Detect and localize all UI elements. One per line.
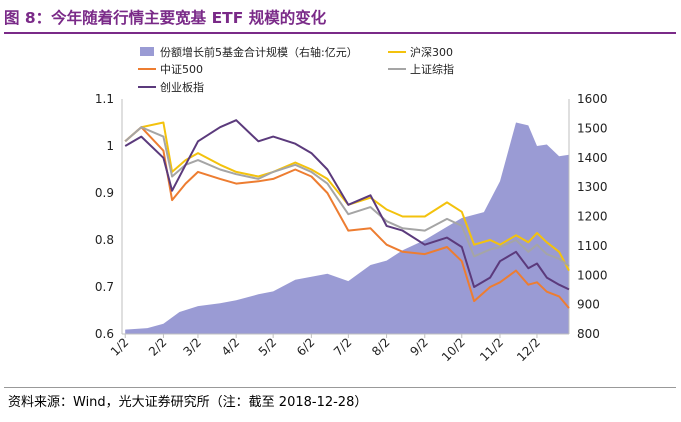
figure-title: 图 8：今年随着行情主要宽基 ETF 规模的变化: [4, 9, 327, 27]
x-tick-label: 10/2: [439, 335, 468, 364]
legend-label-1: 沪深300: [410, 45, 453, 59]
lines-layer: [124, 119, 570, 309]
x-tick-label: 2/2: [146, 335, 170, 359]
x-tick-label: 4/2: [219, 335, 243, 359]
source-divider: [4, 387, 676, 388]
left-tick-label: 0.9: [95, 186, 114, 200]
right-tick-label: 900: [577, 298, 600, 312]
right-tick-label: 1600: [577, 92, 608, 106]
right-tick-label: 1200: [577, 210, 608, 224]
x-tick-label: 12/2: [514, 335, 543, 364]
legend-swatch-0: [140, 47, 154, 56]
source-note: 资料来源：Wind，光大证券研究所（注：截至 2018-12-28）: [8, 395, 368, 410]
right-tick-label: 1000: [577, 268, 608, 282]
left-tick-label: 0.7: [95, 280, 114, 294]
left-tick-label: 0.6: [95, 327, 114, 341]
x-tick-label: 5/2: [256, 335, 280, 359]
x-tick-label: 9/2: [407, 335, 431, 359]
left-tick-label: 0.8: [95, 233, 114, 247]
left-tick-label: 1.1: [95, 92, 114, 106]
series-area-0: [125, 122, 569, 334]
series-line-3: [124, 126, 570, 267]
right-tick-label: 1100: [577, 239, 608, 253]
right-tick-label: 1400: [577, 151, 608, 165]
x-tick-label: 11/2: [477, 335, 506, 364]
left-tick-label: 1: [106, 139, 114, 153]
right-tick-label: 1300: [577, 180, 608, 194]
etf-scale-chart: 0.6 0.7 0.8 0.9 1 1.1 800 900 1000 1100 1200 1300 14…: [95, 45, 608, 364]
legend-label-2: 中证500: [160, 63, 203, 76]
right-tick-label: 800: [577, 327, 600, 341]
x-tick-label: 7/2: [331, 335, 355, 359]
legend-label-4: 创业板指: [160, 80, 204, 94]
series-line-4: [124, 119, 570, 291]
right-tick-label: 1500: [577, 121, 608, 135]
series-line-2: [124, 126, 570, 309]
x-tick-label: 6/2: [294, 335, 318, 359]
title-underline: [4, 32, 676, 34]
legend-label-3: 上证综指: [410, 62, 454, 76]
x-tick-label: 8/2: [369, 335, 393, 359]
series-line-1: [124, 121, 570, 272]
x-tick-label: 3/2: [181, 335, 205, 359]
area-layer: [125, 122, 569, 334]
legend-label-0: 份额增长前5基金合计规模（右轴:亿元）: [160, 45, 358, 59]
